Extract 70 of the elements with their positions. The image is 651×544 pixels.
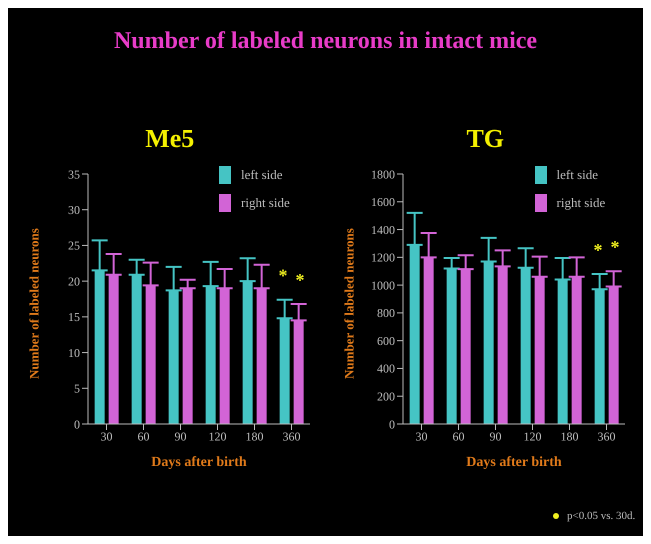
x-tick-label: 360 [598,430,616,444]
y-tick-label: 15 [68,310,80,324]
bar [279,318,290,424]
x-axis-title: Days after birth [151,455,247,470]
y-tick-label: 600 [377,334,396,348]
bar [520,268,531,424]
x-tick-label: 60 [137,430,150,444]
bar [424,257,434,424]
chart-subtitle: TG [465,124,506,155]
y-axis-title: Number of labeled neurons [26,228,42,379]
y-tick-label: 20 [68,274,80,288]
bar [558,280,568,424]
bar [94,270,104,424]
x-tick-label: 30 [100,430,112,444]
bar [594,289,605,424]
bar [410,244,420,424]
bar [242,281,252,424]
bar [108,274,118,424]
bar [534,276,545,424]
x-tick-label: 120 [524,430,542,444]
y-tick-label: 10 [68,346,80,360]
y-tick-label: 200 [377,389,396,404]
chart-subtitle: Me5 [144,124,196,155]
annotation: * [278,266,288,286]
y-tick-label: 800 [377,306,396,320]
y-tick-label: 0 [389,417,396,432]
y-tick-label: 400 [377,362,396,376]
legend-label: left side [556,166,600,184]
annotation: * [295,270,304,290]
annotation: * [594,240,603,260]
y-tick-label: 35 [68,167,80,182]
y-tick-label: 1000 [371,278,396,292]
bar [131,274,142,424]
y-tick-label: 5 [74,382,80,396]
y-tick-label: 1600 [371,195,396,210]
bar [608,286,619,424]
x-tick-label: 180 [560,430,579,444]
chart-title: Number of labeled neurons in intact mice [112,27,538,56]
x-tick-label: 30 [416,430,428,444]
y-tick-label: 30 [68,202,80,217]
bar [168,290,178,424]
bar [446,268,457,424]
x-tick-label: 60 [452,430,465,444]
x-tick-label: 90 [174,430,186,444]
bar [293,320,304,424]
legend-label: right side [240,194,290,212]
bar [182,288,192,424]
bar [460,269,471,424]
x-tick-label: 90 [490,430,502,444]
y-tick-label: 1800 [371,167,396,182]
bar [572,276,582,424]
y-tick-label: 0 [74,417,80,432]
annotation: * [610,237,620,258]
bar [205,286,216,424]
bar [145,285,156,424]
bar [219,288,230,424]
x-tick-label: 180 [245,430,264,444]
x-tick-label: 360 [282,430,300,444]
y-tick-label: 1200 [371,250,396,265]
y-axis-title: Number of labeled neurons [342,228,357,379]
y-tick-label: 25 [68,238,80,253]
x-axis-title: Days after birth [466,455,562,470]
legend-label: left side [240,166,284,184]
y-tick-label: 1400 [371,222,396,237]
x-tick-label: 120 [208,430,226,444]
bar [256,288,266,424]
bar [498,266,508,424]
bar [484,262,494,424]
legend-label: right side [556,194,606,212]
text: p<0.05 vs. 30d. [567,510,636,522]
